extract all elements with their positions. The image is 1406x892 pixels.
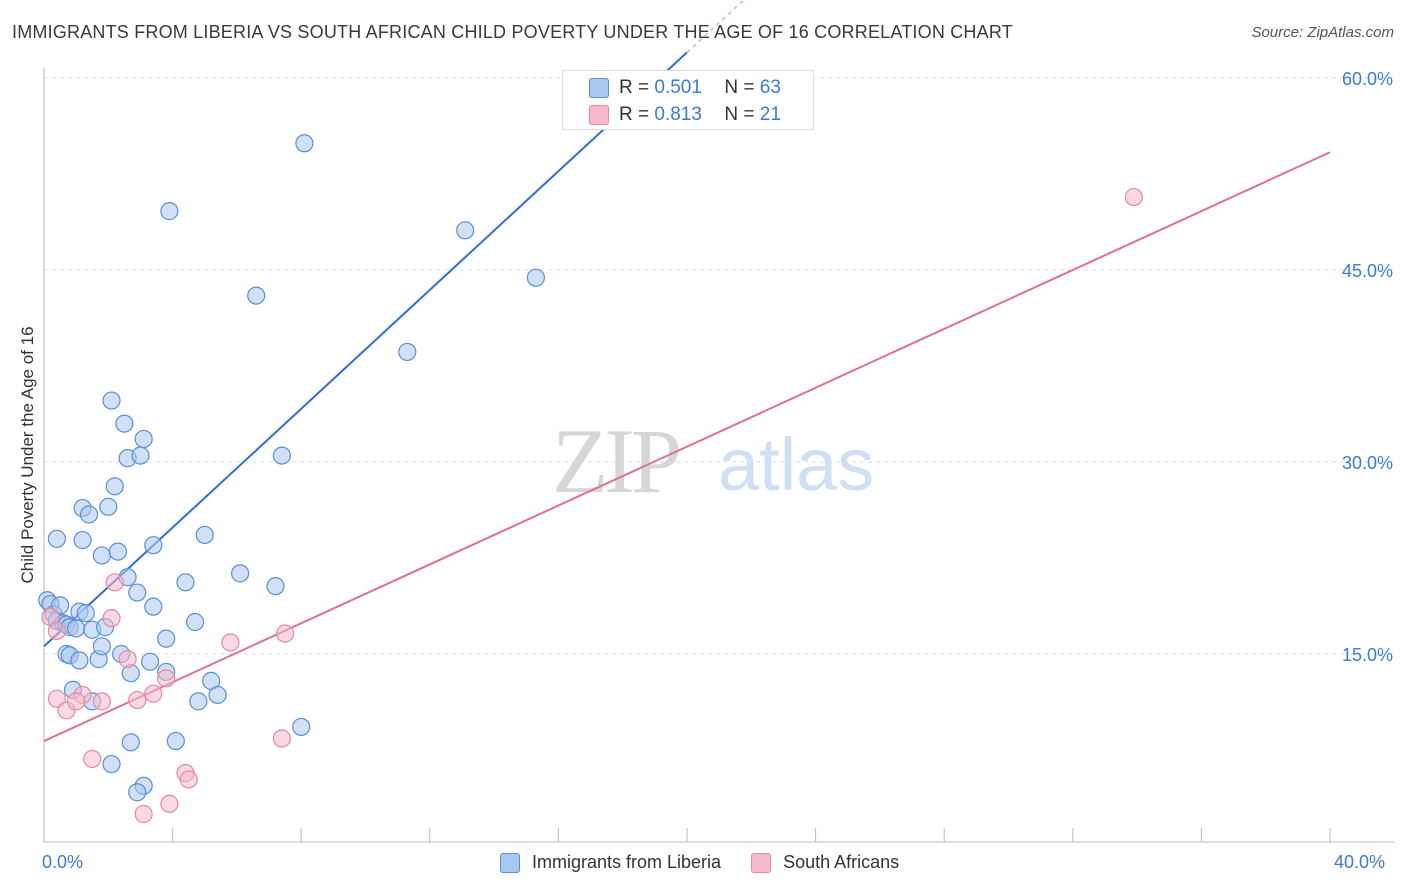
point-liberia [144,597,163,616]
point-liberia [398,342,417,362]
point-liberia [144,536,163,555]
point-liberia [70,651,89,670]
legend-row-liberia: R = 0.501 N = 63 [589,77,781,99]
point-south-africans [134,804,153,824]
point-liberia [134,429,153,449]
point-liberia [189,692,208,711]
series-legend: Immigrants from Liberia South Africans [500,852,929,873]
watermark-atlas: atlas [718,423,874,506]
r-value: 0.813 [654,104,702,125]
point-liberia [73,530,92,550]
chart-title: IMMIGRANTS FROM LIBERIA VS SOUTH AFRICAN… [12,22,1013,42]
correlation-legend: R = 0.501 N = 63 R = 0.813 N = 21 [562,70,814,130]
point-south-africans [47,621,66,641]
legend-item-south-africans[interactable]: South Africans [751,852,899,873]
point-liberia [231,564,250,583]
point-liberia [47,529,66,548]
watermark: ZIP atlas [552,410,874,512]
legend-row-south-africans: R = 0.813 N = 21 [589,104,781,126]
point-liberia [92,637,111,656]
point-liberia [128,583,147,602]
point-south-africans [276,624,295,643]
n-value: 21 [759,104,781,125]
point-liberia [102,754,121,774]
point-liberia [295,134,314,153]
r-label: R = [619,104,650,125]
point-liberia [176,573,195,592]
y-axis-label: Child Poverty Under the Age of 16 [18,326,37,584]
point-south-africans [102,609,121,628]
trend-line-south-africans [43,151,1331,742]
point-south-africans [1124,187,1143,207]
watermark-zip: ZIP [552,410,679,512]
point-liberia [115,414,134,433]
y-tick-label: 60.0% [1342,69,1393,89]
n-label: N = [724,104,755,125]
n-value: 63 [759,77,781,98]
point-liberia [526,268,545,287]
point-south-africans [144,684,163,703]
legend-swatch-pink [589,105,609,125]
y-tick-label: 45.0% [1342,261,1393,281]
point-liberia [266,577,285,596]
point-liberia [121,733,140,752]
point-liberia [108,542,128,561]
point-liberia [166,731,185,751]
trend-line-liberia [43,51,688,648]
point-liberia [292,717,311,737]
point-liberia [160,202,179,221]
r-value: 0.501 [654,77,702,98]
point-liberia [99,497,118,516]
point-south-africans [221,633,240,652]
point-liberia [76,603,95,623]
point-liberia [157,629,176,648]
y-tick-label: 30.0% [1342,453,1393,473]
legend-label-liberia: Immigrants from Liberia [532,852,722,872]
point-south-africans [105,573,124,592]
point-liberia [102,391,121,410]
point-south-africans [157,669,176,688]
point-liberia [456,221,475,240]
point-liberia [186,612,205,632]
point-south-africans [118,650,137,669]
r-label: R = [619,77,650,98]
point-liberia [105,477,124,496]
point-south-africans [83,749,102,769]
y-tick-labels: 15.0% 30.0% 45.0% 60.0% [1342,69,1393,665]
point-south-africans [179,770,198,789]
point-liberia [195,525,214,545]
legend-item-liberia[interactable]: Immigrants from Liberia [500,852,721,873]
point-liberia [92,546,111,565]
point-liberia [131,446,150,465]
point-liberia [272,446,292,465]
legend-label-south-africans: South Africans [783,852,900,872]
point-south-africans [128,690,147,710]
point-south-africans [160,794,179,813]
x-tick-label-min: 0.0% [42,852,84,872]
axes [43,68,1394,843]
point-liberia [247,286,266,305]
data-points [38,134,1143,824]
point-liberia [128,783,147,802]
trend-line-liberia-extrapolated [686,0,745,53]
point-liberia [79,505,99,524]
legend-swatch-pink [751,852,772,873]
point-liberia [140,652,160,671]
legend-swatch-blue [500,852,520,873]
point-south-africans [92,692,111,711]
point-liberia [67,619,86,638]
point-liberia [208,685,227,705]
legend-swatch-blue [589,78,609,98]
y-tick-label: 15.0% [1342,645,1393,665]
point-south-africans [67,692,86,711]
point-south-africans [272,729,292,748]
n-label: N = [724,77,755,98]
source-credit: Source: ZipAtlas.com [1251,24,1394,41]
x-tick-label-max: 40.0% [1334,852,1386,872]
